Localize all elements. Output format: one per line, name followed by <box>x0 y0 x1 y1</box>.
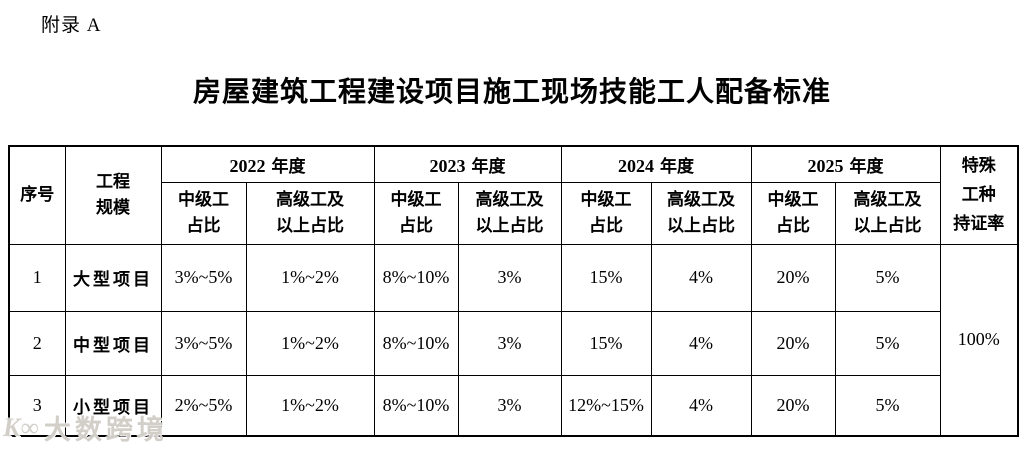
subheader-line: 高级工及 <box>475 189 544 209</box>
page-title: 房屋建筑工程建设项目施工现场技能工人配备标准 <box>192 76 831 107</box>
subheader-line: 中级工 <box>390 189 442 209</box>
subheader-line: 以上占比 <box>667 216 735 235</box>
appendix-label: 附录 A <box>41 15 102 36</box>
header-row-years: 序号 工程 规模 2022 年度 2023 年度 2024 年度 2025 年度 特殊 … <box>8 145 1019 245</box>
subheader-line: 以上占比 <box>276 216 344 235</box>
year-2023-suffix: 年度 <box>471 156 506 176</box>
subheader-line: 占比 <box>399 216 433 235</box>
cell-value: 4% <box>650 310 752 376</box>
cell-project-scale: 大型项目 <box>64 243 162 312</box>
year-header-2024: 2024 年度 <box>560 145 752 183</box>
col-header-project-scale: 工程 规模 <box>64 145 162 245</box>
subheader-line: 以上占比 <box>853 216 922 235</box>
cell-value: 20% <box>750 310 836 376</box>
year-2023-number: 2023 <box>429 155 466 176</box>
cell-special-cert-rate: 100% <box>939 243 1019 437</box>
cell-value: 12%~15% <box>560 374 652 437</box>
year-2024-suffix: 年度 <box>660 156 694 176</box>
cell-value: 1%~2% <box>245 243 375 312</box>
year-2022-suffix: 年度 <box>271 156 306 176</box>
subheader-line: 高级工及 <box>667 189 735 209</box>
cell-serial: 3 <box>8 374 66 437</box>
table-row-large-project: 1 大型项目 3%~5% 1%~2% 8%~10% 3% 15% 4% 20% … <box>8 243 1019 437</box>
subheader-line: 以上占比 <box>475 216 544 235</box>
special-header-line-1: 特殊 <box>961 155 996 175</box>
special-header-line-3: 持证率 <box>953 213 1005 233</box>
cell-serial: 2 <box>8 310 66 376</box>
cell-value: 3% <box>457 243 562 312</box>
subheader-2023-mid: 中级工 占比 <box>373 181 459 245</box>
cell-value: 20% <box>750 374 836 437</box>
year-header-2025: 2025 年度 <box>750 145 941 183</box>
cell-value: 4% <box>650 374 752 437</box>
cell-value: 5% <box>834 243 941 312</box>
year-header-2022: 2022 年度 <box>160 145 375 183</box>
year-2022-number: 2022 <box>229 155 266 176</box>
cell-value: 15% <box>560 310 652 376</box>
worker-allocation-table: 序号 工程 规模 2022 年度 2023 年度 2024 年度 2025 年度 特殊 … <box>8 145 1019 437</box>
header-row-ratios: 中级工 占比 高级工及 以上占比 中级工 占比 高级工及 以上占比 中级工 占比… <box>9 181 1018 245</box>
cell-value: 1%~2% <box>245 310 375 376</box>
year-2025-suffix: 年度 <box>849 156 884 176</box>
subheader-2022-mid: 中级工 占比 <box>160 181 247 245</box>
subheader-2023-senior: 高级工及 以上占比 <box>457 181 562 245</box>
subheader-2025-senior: 高级工及 以上占比 <box>834 181 941 245</box>
cell-value: 8%~10% <box>373 310 459 376</box>
subheader-line: 中级工 <box>178 189 229 209</box>
subheader-2024-mid: 中级工 占比 <box>560 181 652 245</box>
cell-value: 3%~5% <box>160 310 247 376</box>
cell-serial: 1 <box>8 243 66 312</box>
year-2024-number: 2024 <box>618 155 654 176</box>
cell-value: 4% <box>650 243 752 312</box>
subheader-2024-senior: 高级工及 以上占比 <box>650 181 752 245</box>
table-row-small-project: 3 小型项目 2%~5% 1%~2% 8%~10% 3% 12%~15% 4% … <box>8 374 1018 437</box>
cell-value: 3% <box>457 374 562 437</box>
subheader-line: 占比 <box>589 216 623 235</box>
col-header-special-cert-rate: 特殊 工种 持证率 <box>939 145 1019 245</box>
cell-value: 5% <box>834 310 941 376</box>
cell-value: 8%~10% <box>373 243 459 312</box>
cell-project-scale: 小型项目 <box>64 374 162 437</box>
subheader-line: 高级工及 <box>276 189 344 209</box>
special-header-line-2: 工种 <box>961 184 996 204</box>
col-header-serial: 序号 <box>8 145 66 245</box>
cell-value: 15% <box>560 243 652 312</box>
project-scale-line-1: 工程 <box>96 171 130 191</box>
cell-value: 2%~5% <box>160 374 247 437</box>
cell-value: 3%~5% <box>160 243 247 312</box>
cell-project-scale: 中型项目 <box>64 310 162 376</box>
subheader-line: 中级工 <box>767 189 819 209</box>
year-header-2023: 2023 年度 <box>373 145 562 183</box>
year-2025-number: 2025 <box>807 155 844 176</box>
cell-value: 1%~2% <box>245 374 375 437</box>
cell-value: 3% <box>457 310 562 376</box>
table-row-medium-project: 2 中型项目 3%~5% 1%~2% 8%~10% 3% 15% 4% 20% … <box>8 310 1018 376</box>
project-scale-line-2: 规模 <box>96 198 130 218</box>
subheader-line: 高级工及 <box>853 189 922 209</box>
cell-value: 20% <box>750 243 836 312</box>
cell-value: 5% <box>834 374 941 437</box>
subheader-2025-mid: 中级工 占比 <box>750 181 836 245</box>
subheader-line: 占比 <box>776 216 810 235</box>
subheader-line: 中级工 <box>580 189 632 209</box>
cell-value: 8%~10% <box>373 374 459 437</box>
subheader-line: 占比 <box>186 216 221 235</box>
subheader-2022-senior: 高级工及 以上占比 <box>245 181 375 245</box>
